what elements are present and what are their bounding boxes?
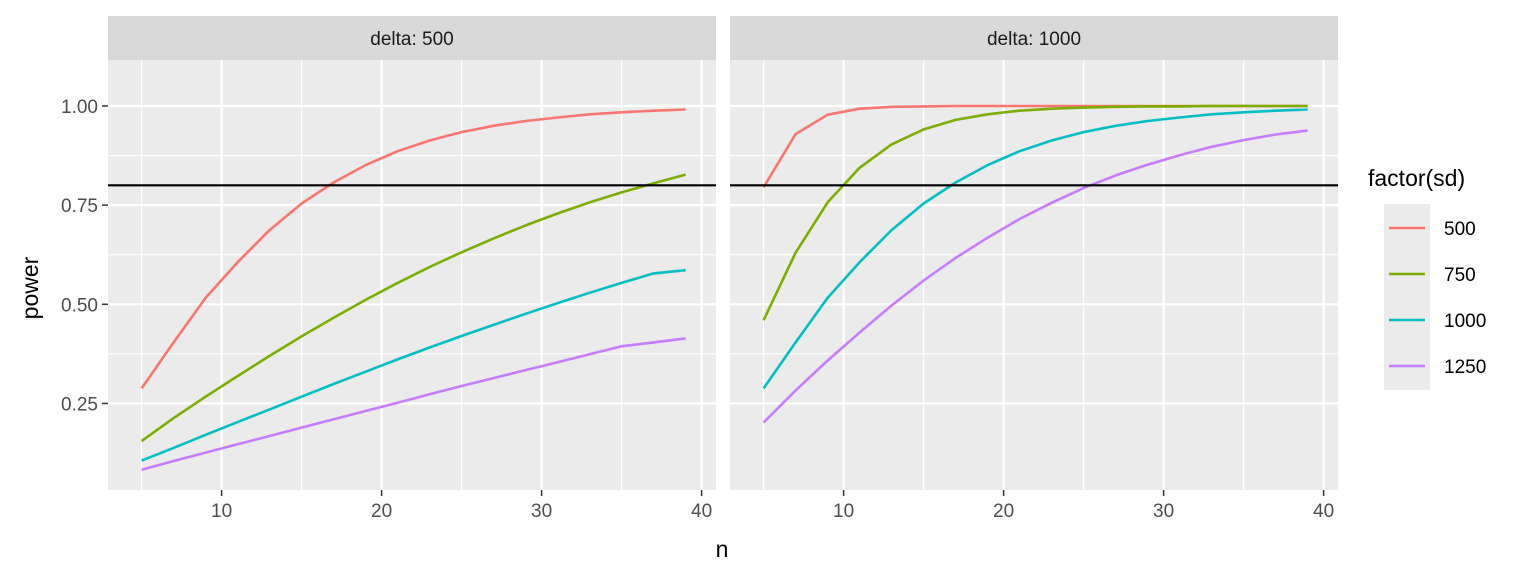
x-tick-label: 30 (531, 501, 552, 522)
x-tick-label: 40 (691, 501, 712, 522)
legend-label-sd-500: 500 (1444, 219, 1476, 240)
facet-strip (730, 16, 1338, 60)
series-line-sd-750 (140, 173, 686, 443)
facet-strip-label: delta: 500 (370, 29, 453, 50)
series-line-sd-1250 (762, 129, 1308, 424)
series-line-sd-500 (140, 108, 686, 390)
legend-label-sd-1000: 1000 (1444, 311, 1486, 332)
y-tick-label: 0.75 (61, 196, 98, 217)
series-line-sd-1000 (762, 108, 1308, 390)
legend-entries: 500 750 1000 1250 (1389, 219, 1486, 378)
legend-title: factor(sd) (1368, 165, 1465, 191)
y-tick-label: 0.25 (61, 394, 98, 415)
panel-background (730, 60, 1338, 490)
facet-panels: delta: 500 10 20 30 40 delta: 1000 10 20 30 40 (108, 16, 1338, 522)
x-tick-label: 10 (833, 501, 854, 522)
legend-label-sd-1250: 1250 (1444, 357, 1486, 378)
y-tick-label: 1.00 (61, 97, 98, 118)
legend-key-background (1384, 204, 1430, 390)
series-line-sd-750 (762, 104, 1308, 321)
x-tick-label: 30 (1153, 501, 1174, 522)
series-line-sd-1000 (141, 268, 686, 462)
x-tick-label: 20 (993, 501, 1014, 522)
x-tick-label: 20 (371, 501, 392, 522)
facet-panel: delta: 500 10 20 30 40 (108, 16, 716, 522)
x-tick-label: 40 (1313, 501, 1334, 522)
y-axis: 0.25 0.50 0.75 1.00 (61, 97, 108, 415)
facet-strip-label: delta: 1000 (987, 29, 1081, 50)
x-axis-title: n (716, 536, 729, 562)
facet-panel: delta: 1000 10 20 30 40 (730, 16, 1338, 522)
legend-label-sd-750: 750 (1444, 265, 1476, 286)
y-axis-title: power (17, 256, 43, 319)
x-tick-label: 10 (211, 501, 232, 522)
legend: factor(sd) 500 750 1000 1250 (1368, 165, 1486, 390)
y-tick-label: 0.50 (61, 295, 98, 316)
facet-strip (108, 16, 716, 60)
series-line-sd-1250 (141, 337, 686, 471)
